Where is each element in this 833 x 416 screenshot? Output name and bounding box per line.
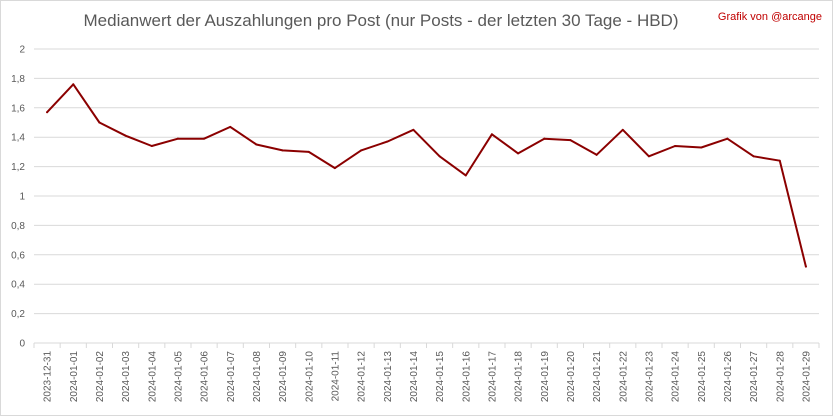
x-tick-label: 2024-01-29 — [801, 351, 812, 403]
x-tick-label: 2024-01-14 — [409, 351, 420, 403]
y-tick-label: 0 — [19, 339, 25, 350]
data-point — [255, 143, 258, 146]
x-tick-label: 2024-01-18 — [514, 351, 525, 403]
x-tick-label: 2024-01-06 — [200, 351, 211, 403]
data-point — [412, 128, 415, 131]
data-point — [360, 149, 363, 152]
data-point — [307, 150, 310, 153]
x-tick-label: 2024-01-05 — [173, 351, 184, 403]
data-point — [98, 121, 101, 124]
x-tick-label: 2024-01-04 — [147, 351, 158, 403]
x-tick-label: 2024-01-22 — [618, 351, 629, 403]
data-point — [150, 145, 153, 148]
x-tick-label: 2024-01-19 — [540, 351, 551, 403]
data-point — [438, 155, 441, 158]
x-tick-label: 2023-12-31 — [43, 351, 54, 403]
data-point — [281, 149, 284, 152]
y-tick-label: 0,2 — [11, 309, 25, 320]
y-tick-label: 1,4 — [11, 133, 25, 144]
y-tick-label: 1,6 — [11, 103, 25, 114]
x-tick-label: 2024-01-27 — [749, 351, 760, 403]
data-point — [229, 125, 232, 128]
data-point — [595, 153, 598, 156]
x-tick-label: 2024-01-26 — [723, 351, 734, 403]
x-tick-label: 2024-01-16 — [461, 351, 472, 403]
x-tick-label: 2024-01-20 — [566, 351, 577, 403]
data-point — [804, 265, 807, 268]
data-point — [778, 159, 781, 162]
x-tick-label: 2024-01-25 — [697, 351, 708, 403]
y-tick-label: 1 — [19, 192, 25, 203]
data-point — [517, 152, 520, 155]
x-tick-label: 2024-01-07 — [226, 351, 237, 403]
x-tick-label: 2024-01-13 — [383, 351, 394, 403]
x-tick-label: 2024-01-17 — [487, 351, 498, 403]
data-point — [726, 137, 729, 140]
y-tick-label: 1,2 — [11, 162, 25, 173]
y-tick-label: 0,4 — [11, 280, 25, 291]
y-tick-label: 2 — [19, 45, 25, 56]
x-tick-label: 2024-01-21 — [592, 351, 603, 403]
credit-label: Grafik von @arcange — [717, 11, 822, 23]
data-point — [752, 155, 755, 158]
data-point — [621, 128, 624, 131]
data-point — [72, 83, 75, 86]
x-tick-label: 2024-01-09 — [278, 351, 289, 403]
data-point — [700, 146, 703, 149]
data-point — [333, 167, 336, 170]
y-tick-label: 1,8 — [11, 74, 25, 85]
data-point — [124, 134, 127, 137]
x-tick-label: 2024-01-12 — [357, 351, 368, 403]
data-point — [203, 137, 206, 140]
data-point — [464, 174, 467, 177]
y-tick-label: 0,6 — [11, 250, 25, 261]
y-tick-label: 0,8 — [11, 221, 25, 232]
data-point — [490, 133, 493, 136]
data-point — [46, 111, 49, 114]
x-tick-label: 2024-01-15 — [435, 351, 446, 403]
x-tick-label: 2024-01-03 — [121, 351, 132, 403]
x-tick-label: 2024-01-11 — [330, 351, 341, 402]
data-point — [647, 155, 650, 158]
data-point — [569, 139, 572, 142]
x-tick-label: 2024-01-08 — [252, 351, 263, 403]
data-point — [674, 145, 677, 148]
data-point — [543, 137, 546, 140]
data-point — [386, 140, 389, 143]
x-tick-label: 2024-01-24 — [671, 351, 682, 403]
x-tick-label: 2024-01-02 — [95, 351, 106, 403]
x-tick-label: 2024-01-23 — [644, 351, 655, 403]
x-tick-label: 2024-01-28 — [775, 351, 786, 403]
data-point — [176, 137, 179, 140]
chart-title: Medianwert der Auszahlungen pro Post (nu… — [83, 11, 679, 30]
x-tick-label: 2024-01-01 — [69, 351, 80, 403]
series-line — [46, 83, 807, 268]
x-tick-label: 2024-01-10 — [304, 351, 315, 403]
